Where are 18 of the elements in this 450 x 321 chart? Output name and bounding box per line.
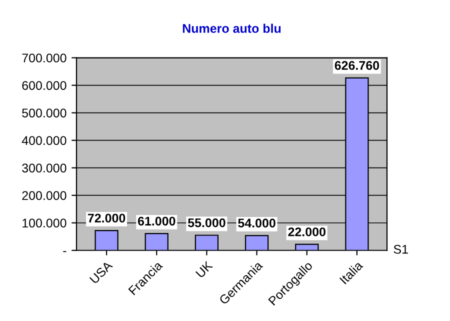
data-label: 54.000 <box>238 218 276 228</box>
x-tick-label: USA <box>89 260 114 284</box>
chart-title: Numero auto blu <box>182 24 281 33</box>
data-label: 22.000 <box>288 227 326 236</box>
data-label: 72.000 <box>88 214 126 223</box>
y-tick-label: 700.000 <box>22 54 66 62</box>
data-label: 55.000 <box>188 218 226 228</box>
y-tick-label: 200.000 <box>22 191 66 200</box>
y-tick-label: 400.000 <box>22 136 66 145</box>
y-tick-label: 300.000 <box>22 164 66 172</box>
x-tick-label: UK <box>195 260 214 278</box>
data-label: 626.760 <box>334 61 380 70</box>
y-tick-label: 600.000 <box>22 81 66 90</box>
y-tick-label: - <box>63 251 66 252</box>
text: S1 <box>394 244 408 254</box>
y-tick-label: 100.000 <box>22 218 66 228</box>
y-tick-label: 500.000 <box>22 108 66 118</box>
data-label: 61.000 <box>138 216 176 226</box>
